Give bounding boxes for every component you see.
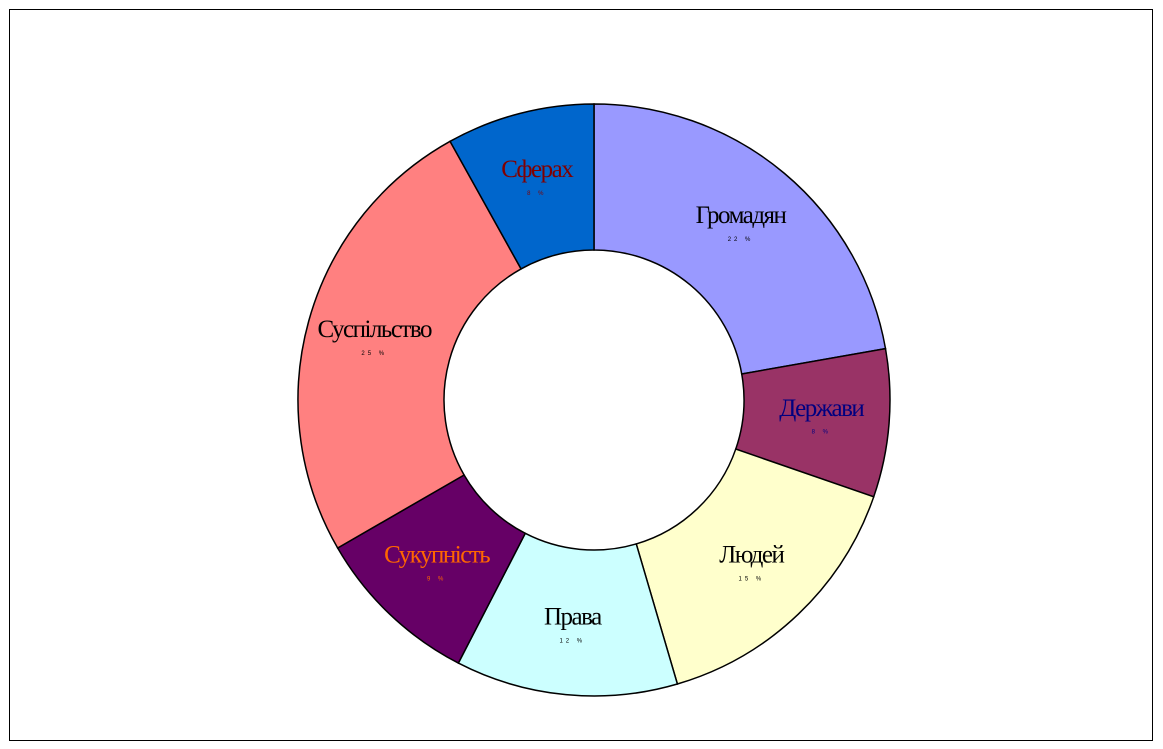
donut-segment — [593, 103, 887, 375]
donut-segment — [635, 448, 875, 685]
value-label: 15 % — [738, 577, 764, 583]
value-label: 12 % — [559, 639, 585, 645]
donut-segment — [449, 103, 595, 270]
category-label: Держави — [779, 395, 864, 422]
category-label: Людей — [719, 542, 784, 569]
category-label: Сукупність — [384, 542, 490, 569]
category-label: Сферах — [501, 156, 574, 183]
value-label: 8 % — [812, 430, 831, 436]
category-label: Суспільство — [317, 316, 432, 343]
value-label: 22 % — [728, 237, 754, 243]
category-label: Громадян — [696, 202, 787, 229]
value-label: 9 % — [427, 577, 446, 583]
value-label: 8 % — [527, 191, 546, 197]
value-label: 25 % — [361, 351, 387, 357]
category-label: Права — [544, 604, 602, 631]
donut-segment — [297, 140, 523, 550]
